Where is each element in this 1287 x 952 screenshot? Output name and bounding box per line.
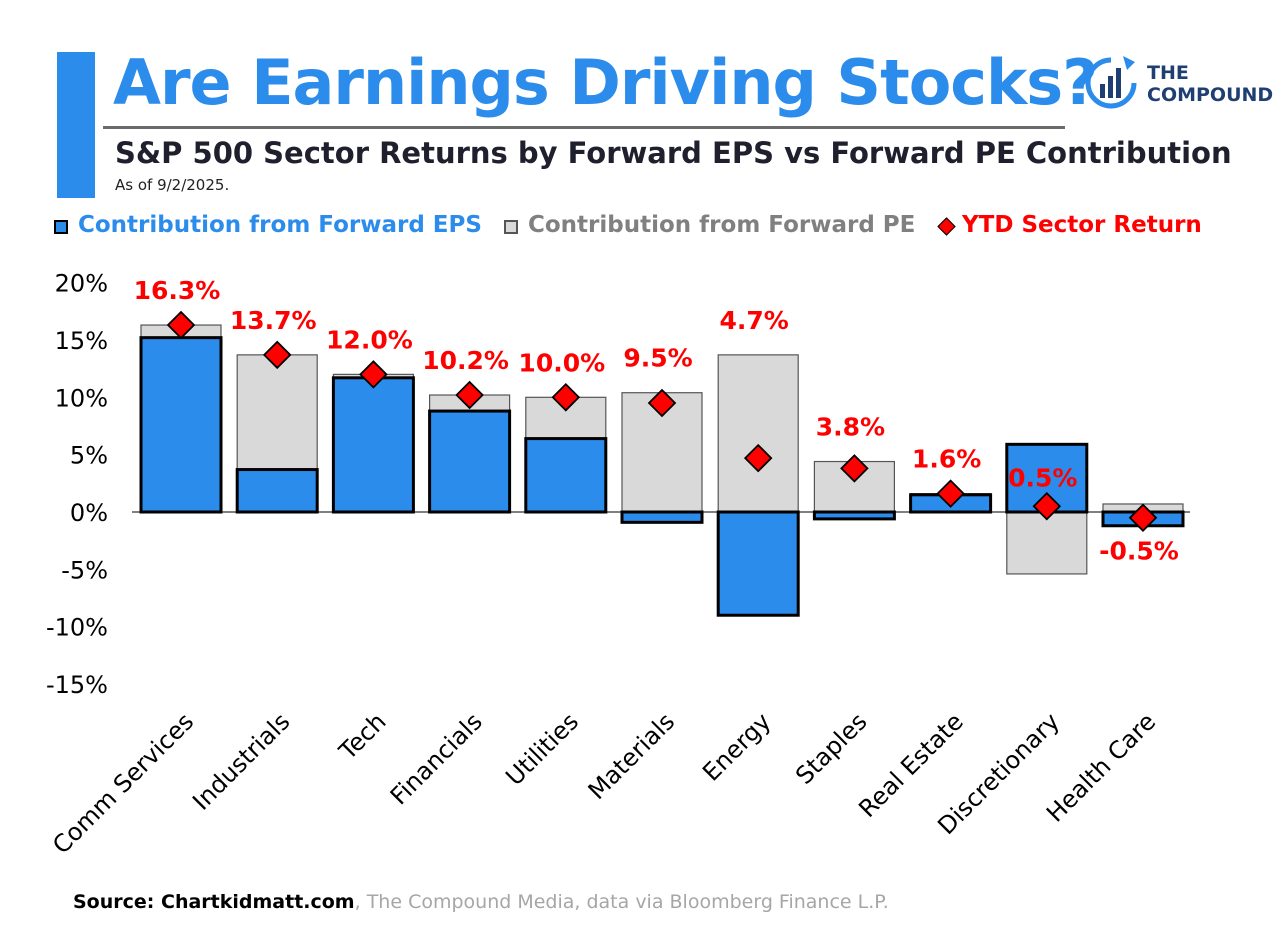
y-tick-label: -10% (46, 614, 108, 642)
y-tick-label: 0% (70, 499, 108, 527)
y-tick-label: -5% (61, 556, 108, 584)
logo-line-2: COMPOUND (1147, 84, 1274, 106)
return-value-label: 10.2% (422, 346, 509, 375)
bar-eps (139, 336, 223, 514)
return-marker (166, 310, 196, 340)
x-tick-label: Utilities (500, 707, 584, 791)
return-value-label: 4.7% (720, 306, 789, 335)
legend-diamond-return (937, 217, 956, 236)
x-tick-label: Materials (583, 707, 681, 805)
legend-swatch-pe (504, 220, 518, 234)
y-tick-label: 15% (55, 327, 108, 355)
bar-eps (331, 376, 415, 514)
x-tick-label: Financials (385, 707, 488, 810)
y-tick-label: 10% (55, 384, 108, 412)
return-value-label: 13.7% (230, 306, 317, 335)
x-tick-label: Industrials (187, 707, 295, 815)
source-rest-text: , The Compound Media, data via Bloomberg… (354, 891, 889, 913)
bar-eps (812, 510, 896, 521)
x-tick-label: Comm Services (47, 707, 199, 859)
logo-line-1: THE (1147, 62, 1189, 84)
legend-swatch-eps (54, 220, 68, 234)
return-marker (1032, 491, 1062, 521)
return-marker (1128, 503, 1158, 533)
logo-wordmark: THE COMPOUND (1147, 62, 1273, 106)
chart-subtitle: S&P 500 Sector Returns by Forward EPS vs… (115, 136, 1232, 170)
y-tick-label: -15% (46, 671, 108, 699)
bar-eps (428, 409, 512, 514)
bar-pe (236, 354, 318, 471)
return-marker (359, 360, 388, 389)
title-accent-bar (57, 52, 95, 198)
return-marker (455, 380, 484, 410)
the-compound-logo: THE COMPOUND (1083, 54, 1278, 114)
y-tick-label: 20% (55, 270, 108, 298)
source-bold-text: Source: Chartkidmatt.com (73, 891, 355, 913)
return-marker (551, 383, 581, 412)
bar-chart-circle-icon (1085, 56, 1137, 109)
bar-pe (1006, 511, 1088, 575)
legend-label-return: YTD Sector Return (962, 212, 1202, 238)
legend-label-eps: Contribution from Forward EPS (78, 212, 482, 238)
return-marker (647, 388, 677, 418)
return-marker (262, 340, 292, 370)
x-tick-label: Tech (333, 707, 392, 766)
sector-returns-chart: 20% 15% 10% 5% 0% -5% -10% -15% Comm ServicesInd… (46, 270, 1190, 859)
return-value-label: 16.3% (134, 276, 221, 305)
bar-eps (620, 510, 704, 524)
return-value-label: 0.5% (1008, 463, 1077, 492)
return-value-label: 1.6% (912, 445, 981, 474)
return-value-label: -0.5% (1099, 537, 1179, 566)
x-tick-label: Staples (790, 707, 872, 789)
return-marker (936, 479, 965, 508)
legend-label-pe: Contribution from Forward PE (528, 212, 916, 238)
page-title: Are Earnings Driving Stocks? (113, 46, 1098, 119)
x-tick-label: Energy (697, 707, 776, 786)
bar-eps (716, 510, 800, 617)
return-value-label: 3.8% (816, 413, 885, 442)
return-marker (840, 454, 869, 483)
bar-eps (524, 437, 608, 514)
return-value-label: 9.5% (623, 344, 692, 373)
as-of-date: As of 9/2/2025. (115, 176, 230, 194)
return-value-label: 12.0% (326, 325, 413, 354)
y-tick-label: 5% (70, 442, 108, 470)
bar-eps (235, 468, 319, 514)
return-marker (743, 443, 773, 473)
bar-pe (717, 354, 799, 513)
source-note: Source: Chartkidmatt.com, The Compound M… (73, 891, 889, 913)
title-divider (103, 126, 1065, 129)
return-value-label: 10.0% (518, 348, 605, 377)
